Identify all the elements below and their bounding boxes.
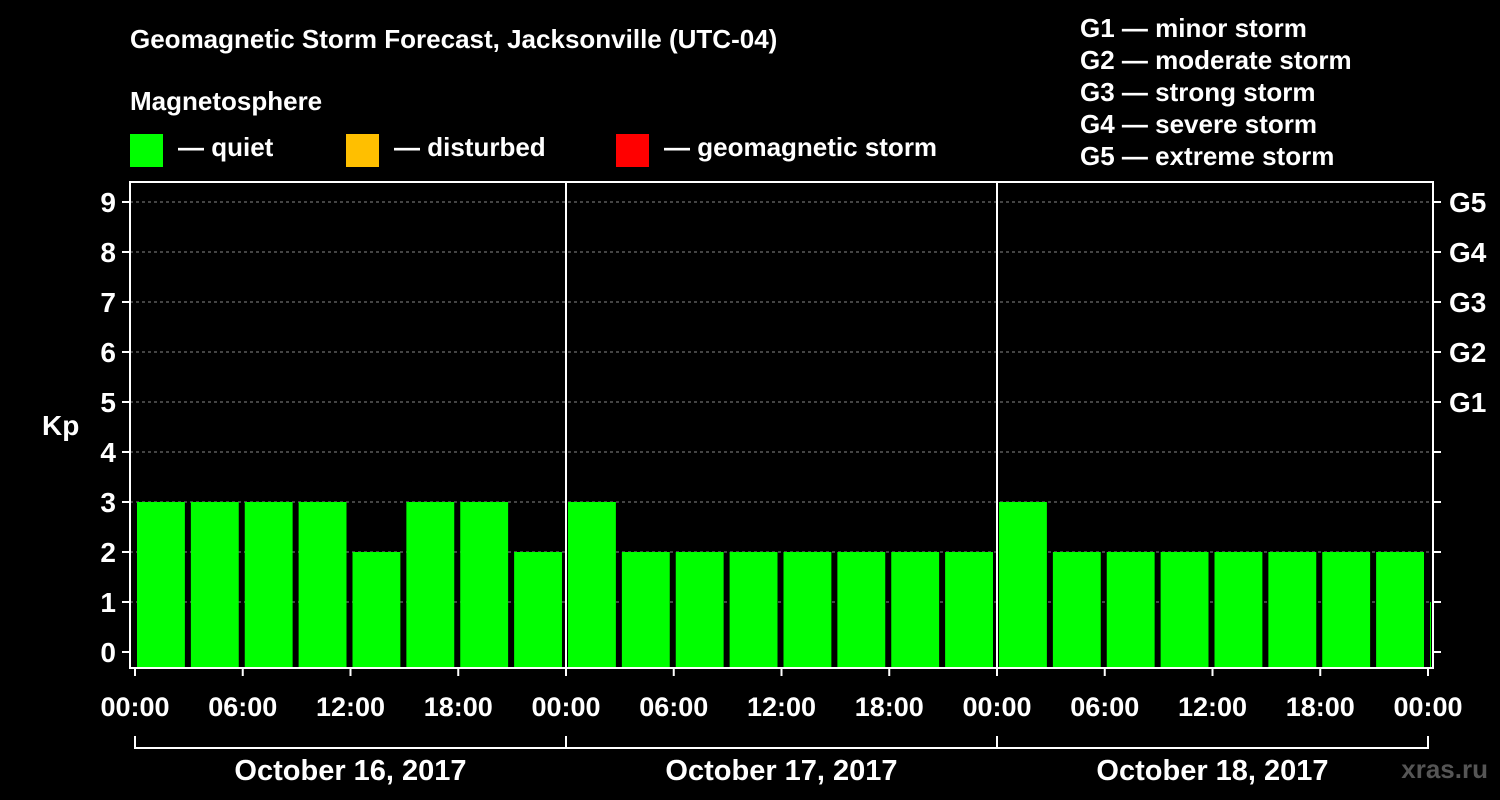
kp-bar [568, 502, 616, 667]
legend-label-disturbed: — disturbed [394, 132, 546, 162]
g-scale-label: G2 [1449, 337, 1486, 368]
x-tick-label: 18:00 [855, 692, 924, 722]
y-tick-label: 0 [100, 637, 116, 668]
kp-bar [137, 502, 185, 667]
storm-scale-g2: G2 — moderate storm [1080, 45, 1352, 75]
kp-bar [891, 552, 940, 667]
y-tick-label: 8 [100, 237, 116, 268]
y-tick-label: 9 [100, 187, 116, 218]
kp-bar [837, 552, 886, 667]
x-tick-label: 12:00 [316, 692, 385, 722]
y-tick-label: 2 [100, 537, 116, 568]
kp-bar [244, 502, 293, 667]
x-tick-label: 06:00 [1070, 692, 1139, 722]
kp-bar [945, 552, 993, 667]
kp-bar [1052, 552, 1101, 667]
x-tick-label: 12:00 [747, 692, 816, 722]
watermark: xras.ru [1401, 754, 1488, 784]
storm-scale-list: G1 — minor storm G2 — moderate storm G3 … [1080, 12, 1352, 172]
x-tick-label: 12:00 [1178, 692, 1247, 722]
legend-swatch-storm [616, 134, 649, 167]
g-scale-label: G4 [1449, 237, 1487, 268]
g-scale-label: G3 [1449, 287, 1486, 318]
x-tick-label: 06:00 [208, 692, 277, 722]
kp-bar [1430, 602, 1431, 667]
day-label: October 17, 2017 [665, 755, 897, 787]
kp-bar [1268, 552, 1317, 667]
kp-bar [460, 502, 509, 667]
kp-bar [514, 552, 562, 667]
kp-bar [1376, 552, 1424, 667]
y-tick-label: 3 [100, 487, 116, 518]
x-tick-label: 18:00 [424, 692, 493, 722]
kp-bar [621, 552, 670, 667]
x-tick-label: 00:00 [100, 692, 169, 722]
kp-bar [1106, 552, 1155, 667]
y-tick-label: 1 [100, 587, 116, 618]
storm-scale-g4: G4 — severe storm [1080, 109, 1318, 139]
day-label: October 16, 2017 [234, 755, 466, 787]
x-tick-label: 00:00 [531, 692, 600, 722]
x-tick-label: 06:00 [639, 692, 708, 722]
legend-swatch-disturbed [346, 134, 379, 167]
storm-scale-g5: G5 — extreme storm [1080, 141, 1335, 171]
kp-bar [190, 502, 239, 667]
storm-scale-g1: G1 — minor storm [1080, 13, 1307, 43]
y-tick-label: 4 [100, 437, 116, 468]
g-scale-label: G5 [1449, 187, 1486, 218]
legend-swatch-quiet [130, 134, 163, 167]
legend-label-storm: — geomagnetic storm [664, 132, 938, 162]
y-tick-label: 6 [100, 337, 116, 368]
kp-bar [352, 552, 401, 667]
kp-bar [1214, 552, 1263, 667]
kp-bar [999, 502, 1047, 667]
g-scale-label: G1 [1449, 387, 1486, 418]
chart-title: Geomagnetic Storm Forecast, Jacksonville… [130, 24, 778, 54]
kp-bar [1322, 552, 1371, 667]
x-tick-label: 00:00 [962, 692, 1031, 722]
kp-bar [729, 552, 778, 667]
day-label: October 18, 2017 [1096, 755, 1328, 787]
x-tick-label: 00:00 [1393, 692, 1462, 722]
kp-bar [298, 502, 347, 667]
kp-bar [1160, 552, 1209, 667]
x-tick-label: 18:00 [1286, 692, 1355, 722]
kp-bar [783, 552, 832, 667]
y-tick-label: 5 [100, 387, 116, 418]
storm-scale-g3: G3 — strong storm [1080, 77, 1316, 107]
kp-bar [675, 552, 724, 667]
y-tick-label: 7 [100, 287, 116, 318]
legend-label-quiet: — quiet [178, 132, 274, 162]
kp-bar [406, 502, 455, 667]
legend-heading: Magnetosphere [130, 86, 323, 116]
y-axis-label: Kp [42, 410, 80, 441]
